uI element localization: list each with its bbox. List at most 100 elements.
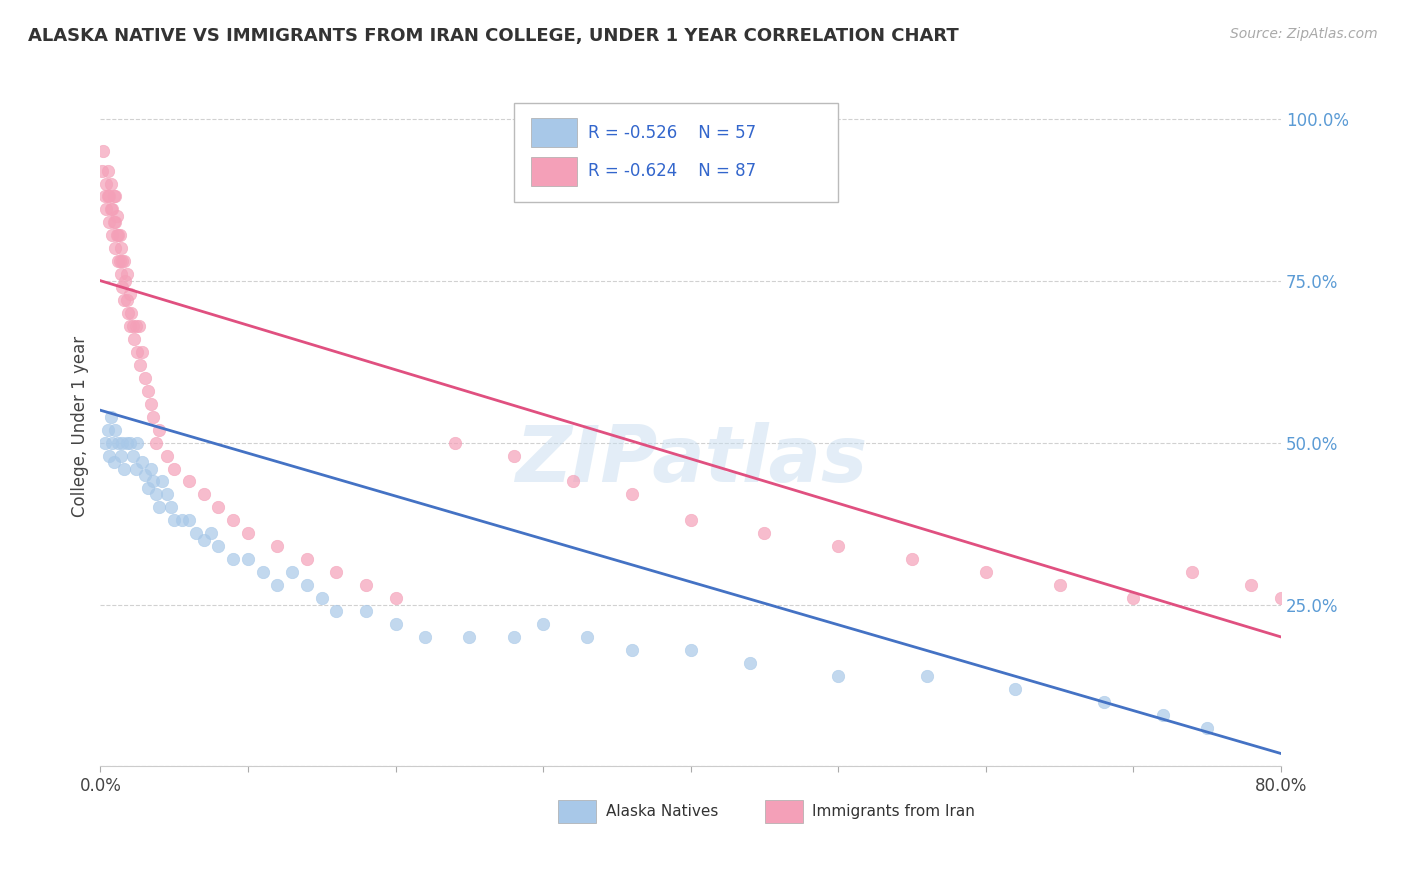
Point xyxy=(105,209,128,223)
Point xyxy=(754,526,776,541)
Point xyxy=(281,565,304,579)
Point xyxy=(98,215,121,229)
Point xyxy=(222,513,245,527)
Point xyxy=(1197,721,1219,735)
Point xyxy=(177,475,200,489)
Point xyxy=(502,630,524,644)
Point xyxy=(136,384,159,398)
Point xyxy=(1374,656,1396,670)
Text: R = -0.526    N = 57: R = -0.526 N = 57 xyxy=(588,124,756,142)
Point xyxy=(1049,578,1071,592)
Point xyxy=(679,643,702,657)
Point xyxy=(1122,591,1144,605)
Point xyxy=(1344,630,1367,644)
Point xyxy=(112,293,135,307)
Point xyxy=(384,591,406,605)
Point xyxy=(738,656,761,670)
Point xyxy=(117,306,139,320)
Point xyxy=(128,318,150,333)
Point xyxy=(97,423,120,437)
Point xyxy=(1358,643,1381,657)
Point xyxy=(384,617,406,632)
Point xyxy=(207,539,229,553)
Point xyxy=(131,345,153,359)
Point xyxy=(170,513,193,527)
Point xyxy=(134,468,156,483)
Point xyxy=(118,435,141,450)
Point xyxy=(901,552,924,566)
Point xyxy=(413,630,436,644)
Point xyxy=(266,539,288,553)
Point xyxy=(103,455,125,469)
Text: ALASKA NATIVE VS IMMIGRANTS FROM IRAN COLLEGE, UNDER 1 YEAR CORRELATION CHART: ALASKA NATIVE VS IMMIGRANTS FROM IRAN CO… xyxy=(28,27,959,45)
Point xyxy=(531,617,554,632)
Point xyxy=(111,254,134,268)
Point xyxy=(98,189,121,203)
Point xyxy=(1092,695,1115,709)
Point xyxy=(915,669,938,683)
Point xyxy=(136,481,159,495)
Point xyxy=(125,461,148,475)
Point xyxy=(110,267,132,281)
Point xyxy=(100,177,122,191)
Point xyxy=(236,552,259,566)
Point xyxy=(142,475,165,489)
Point xyxy=(112,254,135,268)
Point xyxy=(311,591,333,605)
Text: Alaska Natives: Alaska Natives xyxy=(606,804,718,819)
Point xyxy=(354,604,377,618)
Point xyxy=(443,435,465,450)
Text: Source: ZipAtlas.com: Source: ZipAtlas.com xyxy=(1230,27,1378,41)
Point xyxy=(193,487,215,501)
Point xyxy=(186,526,208,541)
FancyBboxPatch shape xyxy=(513,103,838,202)
Point xyxy=(679,513,702,527)
Point xyxy=(120,306,142,320)
Point xyxy=(94,189,117,203)
Point xyxy=(1240,578,1263,592)
Point xyxy=(1004,681,1026,696)
Point xyxy=(1270,591,1292,605)
Y-axis label: College, Under 1 year: College, Under 1 year xyxy=(72,336,89,517)
Point xyxy=(325,604,347,618)
Point xyxy=(620,643,643,657)
Point xyxy=(111,280,134,294)
Point xyxy=(325,565,347,579)
Point xyxy=(974,565,997,579)
Point xyxy=(110,241,132,255)
Point xyxy=(121,449,143,463)
Point xyxy=(163,461,186,475)
Point xyxy=(94,435,117,450)
Point xyxy=(97,189,120,203)
Point xyxy=(127,435,149,450)
FancyBboxPatch shape xyxy=(531,157,578,186)
Point xyxy=(561,475,583,489)
Point xyxy=(104,241,127,255)
Point xyxy=(104,189,127,203)
Point xyxy=(103,189,125,203)
Point xyxy=(1403,681,1406,696)
Point xyxy=(156,487,179,501)
Point xyxy=(90,163,112,178)
Point xyxy=(193,533,215,547)
Point xyxy=(145,435,167,450)
Point xyxy=(139,397,162,411)
Point xyxy=(118,318,141,333)
Point xyxy=(148,500,170,515)
Point xyxy=(827,539,849,553)
Point xyxy=(108,228,131,243)
Point xyxy=(115,435,138,450)
Point xyxy=(236,526,259,541)
Point xyxy=(150,475,173,489)
Point xyxy=(160,500,183,515)
Point xyxy=(110,449,132,463)
Point xyxy=(118,286,141,301)
Point xyxy=(252,565,274,579)
Point xyxy=(127,345,149,359)
Point xyxy=(96,177,118,191)
Point xyxy=(207,500,229,515)
Point xyxy=(96,202,118,217)
Text: Immigrants from Iran: Immigrants from Iran xyxy=(813,804,976,819)
Point xyxy=(576,630,599,644)
Point xyxy=(111,435,134,450)
